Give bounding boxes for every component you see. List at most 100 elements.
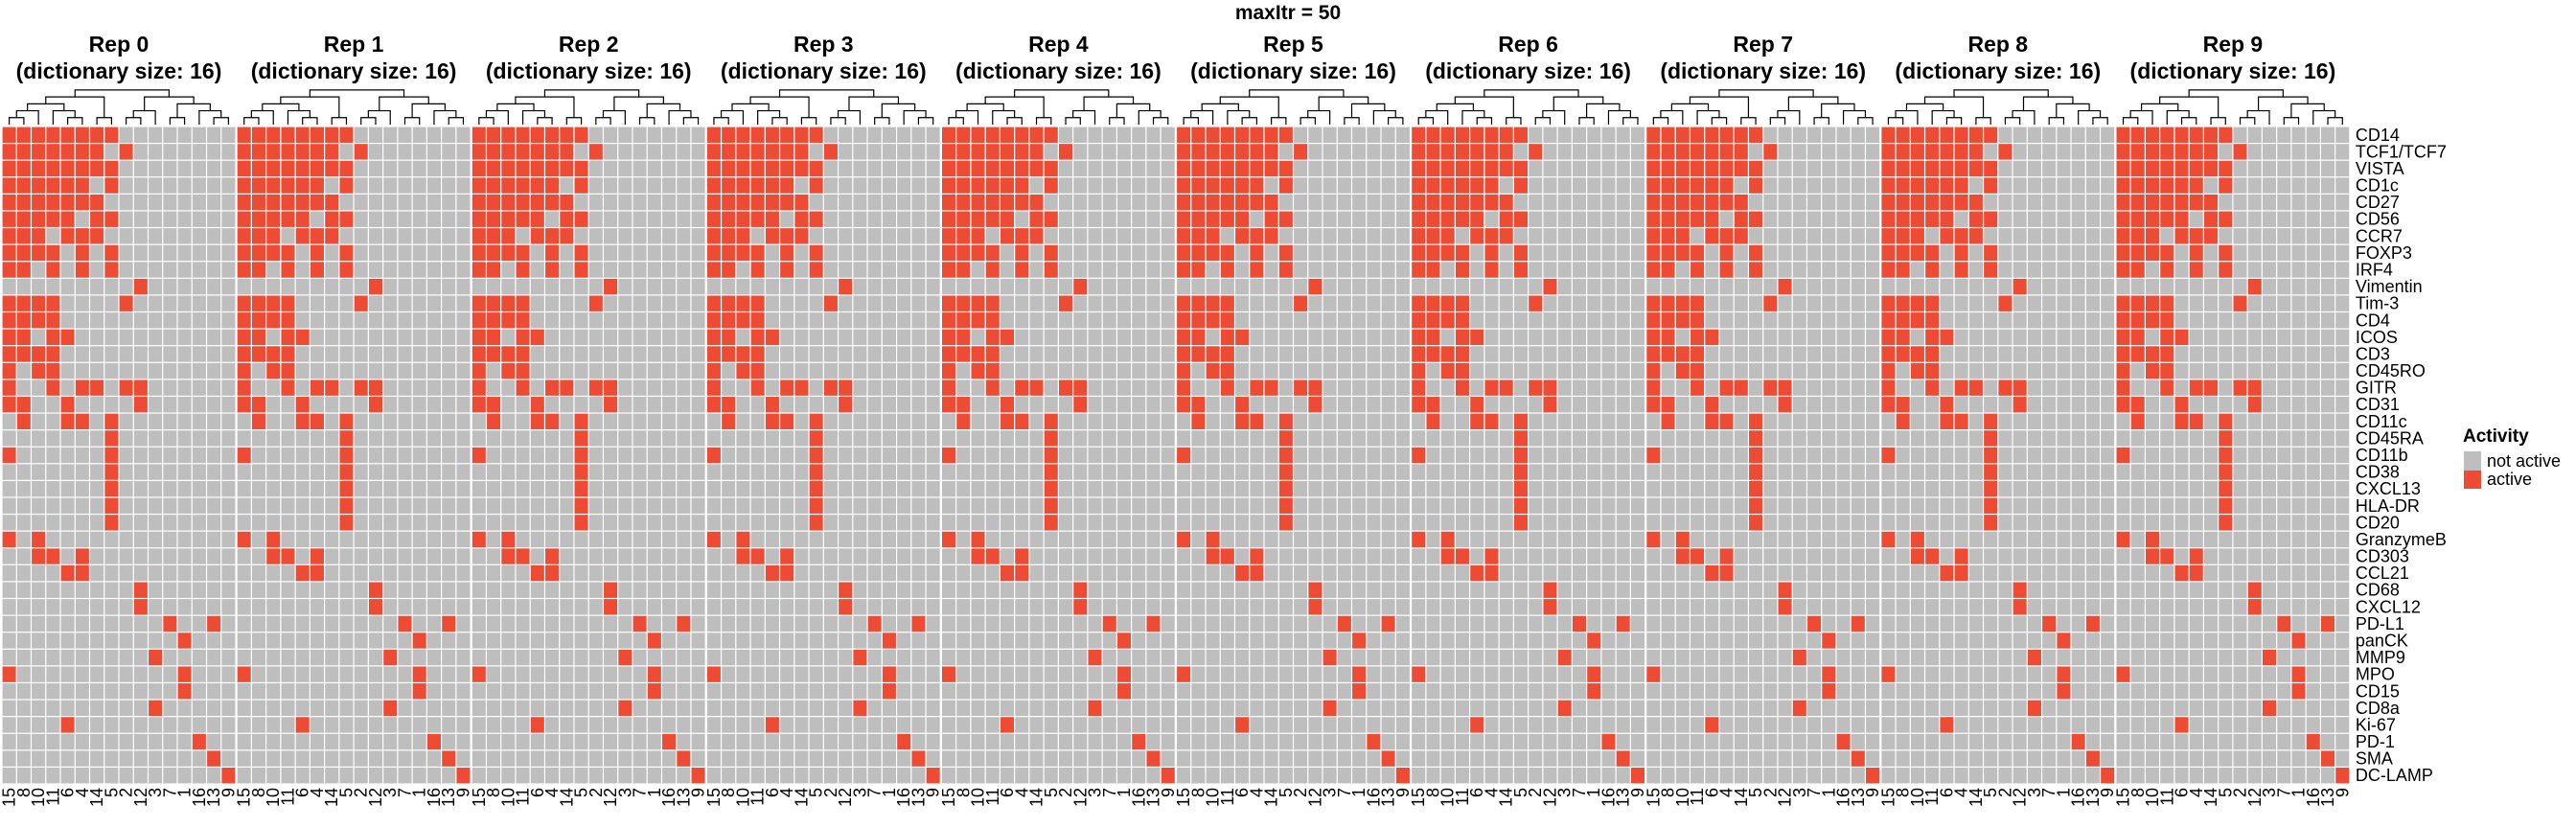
heatmap-cell [487,531,501,548]
heatmap-cell [530,228,544,244]
heatmap-cell [750,380,765,396]
heatmap-cell [60,362,75,380]
heatmap-cell [310,430,324,447]
heatmap-cell [1059,515,1073,531]
heatmap-cell [780,733,794,750]
heatmap-cell [1015,346,1029,362]
heatmap-cell [1513,346,1528,362]
heatmap-cell [1513,683,1528,700]
heatmap-cell [1191,768,1206,784]
heatmap-cell [281,649,295,666]
column-label: 11 [1218,788,1237,806]
heatmap-cell [956,447,971,464]
heatmap-cell [1866,295,1880,311]
heatmap-cell [618,278,632,295]
heatmap-cell [1630,632,1644,649]
heatmap-cell [1587,515,1601,531]
heatmap-cell [1412,211,1426,227]
heatmap-cell [295,564,310,582]
heatmap-cell [926,278,940,295]
heatmap-cell [251,194,265,211]
heatmap-cell [956,649,971,666]
heatmap-cell [1132,346,1146,362]
heatmap-cell [1278,295,1293,311]
heatmap-cell [1412,700,1426,717]
heatmap-cell [281,262,295,278]
heatmap-cell [985,548,1000,564]
heatmap-cell [1395,649,1410,666]
heatmap-cell [809,733,823,750]
heatmap-cell [1015,531,1029,548]
heatmap-cell [46,177,60,194]
heatmap-cell [456,430,471,447]
heatmap-cell [487,683,501,700]
heatmap-cell [281,278,295,295]
heatmap-cell [1513,413,1528,430]
heatmap-cell [1646,346,1661,362]
heatmap-cell [237,262,251,278]
heatmap-cell [574,144,588,160]
heatmap-cell [545,244,560,262]
heatmap-cell [1132,548,1146,564]
heatmap-cell [177,683,192,700]
heatmap-cell [310,346,324,362]
heatmap-cell [1395,177,1410,194]
heatmap-cell [1308,768,1322,784]
heatmap-cell [1572,312,1586,329]
heatmap-cell [266,362,281,380]
heatmap-cell [926,700,940,717]
heatmap-cell [426,295,441,311]
heatmap-cell [383,430,398,447]
heatmap-cell [736,599,750,615]
heatmap-cell [383,380,398,396]
heatmap-cell [853,717,867,733]
heatmap-cell [487,515,501,531]
column-label: 15 [939,788,958,807]
heatmap-cell [1616,380,1630,396]
heatmap-cell [149,632,163,649]
heatmap-cell [339,413,354,430]
heatmap-cell [1220,228,1234,244]
heatmap-cell [1719,278,1734,295]
heatmap-cell [588,733,603,750]
heatmap-cell [765,768,779,784]
heatmap-cell [1088,666,1102,682]
column-label: 16 [190,788,209,807]
heatmap-cell [1513,750,1528,767]
heatmap-cell [1220,497,1234,514]
heatmap-cell [1616,683,1630,700]
heatmap-cell [1455,717,1469,733]
heatmap-cell [119,700,133,717]
heatmap-cell [1161,750,1175,767]
heatmap-cell [192,582,206,598]
heatmap-cell [1395,768,1410,784]
heatmap-cell [1529,397,1543,413]
heatmap-cell [604,194,618,211]
heatmap-cell [1352,278,1367,295]
heatmap-cell [426,413,441,430]
heatmap-cell [1572,548,1586,564]
heatmap-cell [1646,329,1661,346]
heatmap-cell [354,295,368,311]
heatmap-cell [809,615,823,632]
heatmap-cell [809,397,823,413]
heatmap-cell [1161,531,1175,548]
heatmap-cell [1220,599,1234,615]
heatmap-cell [1587,211,1601,227]
heatmap-cell [119,295,133,311]
heatmap-cell [104,515,119,531]
heatmap-cell [560,733,574,750]
heatmap-cell [1734,362,1748,380]
heatmap-cell [237,312,251,329]
heatmap-cell [1177,244,1191,262]
heatmap-cell [1763,160,1778,177]
column-label: 6 [763,788,782,797]
heatmap-cell [1661,228,1675,244]
heatmap-cell [325,515,339,531]
heatmap-cell [530,126,544,143]
heatmap-cell [765,464,779,480]
heatmap-cell [295,548,310,564]
heatmap-cell [1177,194,1191,211]
heatmap-cell [2,599,16,615]
